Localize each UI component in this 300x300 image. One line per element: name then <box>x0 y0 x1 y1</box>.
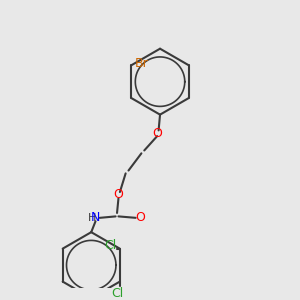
Text: O: O <box>152 127 162 140</box>
Text: H: H <box>88 213 96 223</box>
Text: O: O <box>113 188 123 201</box>
Text: Cl: Cl <box>111 286 123 300</box>
Text: N: N <box>91 211 100 224</box>
Text: Cl: Cl <box>104 239 116 252</box>
Text: Br: Br <box>134 57 148 70</box>
Text: O: O <box>135 211 145 224</box>
